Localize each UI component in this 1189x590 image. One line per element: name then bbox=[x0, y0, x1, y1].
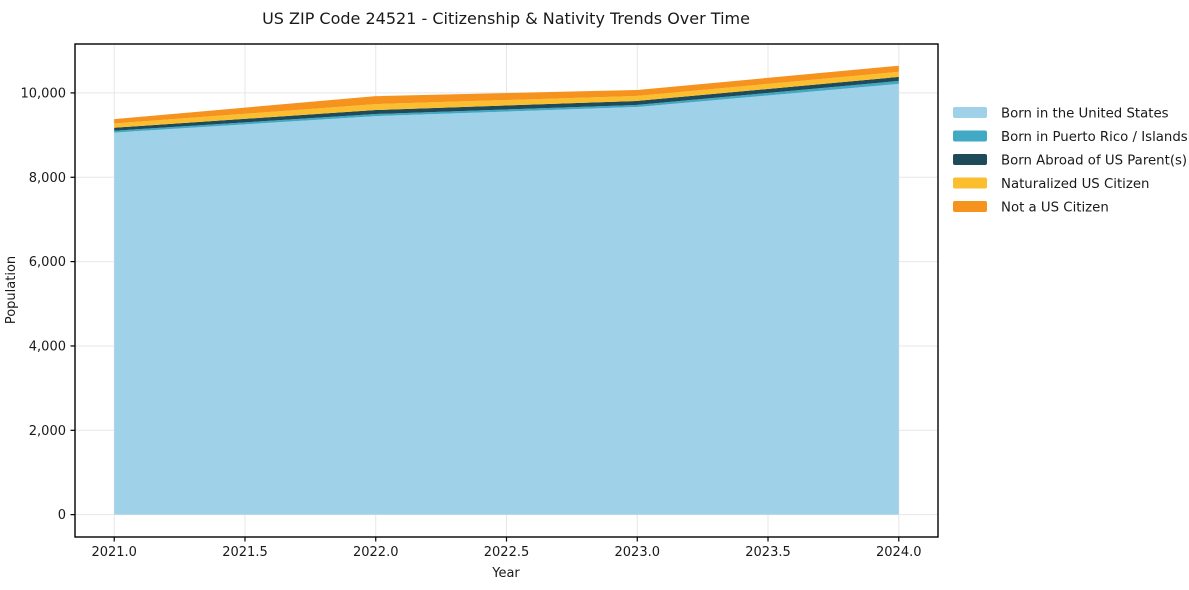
y-tick-label: 8,000 bbox=[29, 171, 66, 186]
legend-item: Born in Puerto Rico / Islands bbox=[953, 130, 1188, 145]
legend-item: Not a US Citizen bbox=[953, 201, 1109, 216]
legend-label: Naturalized US Citizen bbox=[1001, 177, 1149, 192]
chart-title: US ZIP Code 24521 - Citizenship & Nativi… bbox=[262, 9, 750, 28]
area-series-not-a-us-citizen bbox=[114, 65, 899, 124]
legend-item: Born Abroad of US Parent(s) bbox=[953, 154, 1187, 169]
legend-label: Born in the United States bbox=[1001, 107, 1169, 122]
x-axis-label: Year bbox=[491, 566, 520, 581]
legend-label: Born in Puerto Rico / Islands bbox=[1001, 130, 1188, 145]
legend-item: Born in the United States bbox=[953, 107, 1169, 122]
area-series-born-in-the-united-states bbox=[114, 83, 899, 515]
area-series-naturalized-us-citizen bbox=[114, 71, 899, 128]
legend-swatch bbox=[953, 177, 987, 189]
x-tick-label: 2021.5 bbox=[222, 545, 268, 560]
x-tick-label: 2023.0 bbox=[615, 545, 661, 560]
legend-item: Naturalized US Citizen bbox=[953, 177, 1149, 192]
legend-swatch bbox=[953, 201, 987, 212]
area-layer bbox=[114, 65, 899, 515]
tick-layer: 2021.0 2021.5 2022.0 2022.5 2023.0 2023.5 2024… bbox=[21, 86, 922, 560]
legend-label: Born Abroad of US Parent(s) bbox=[1001, 154, 1187, 169]
x-tick-label: 2022.0 bbox=[353, 545, 399, 560]
y-tick-label: 4,000 bbox=[29, 339, 66, 354]
x-tick-label: 2021.0 bbox=[91, 545, 137, 560]
area-series-born-in-puerto-rico-islands bbox=[114, 80, 899, 133]
y-axis-label: Population bbox=[4, 256, 19, 324]
area-series-born-abroad-of-us-parent-s- bbox=[114, 76, 899, 131]
y-tick-label: 10,000 bbox=[21, 86, 67, 101]
x-tick-label: 2022.5 bbox=[484, 545, 530, 560]
y-tick-label: 6,000 bbox=[29, 255, 66, 270]
x-tick-label: 2024.0 bbox=[876, 545, 922, 560]
legend-swatch bbox=[953, 154, 987, 165]
x-tick-label: 2023.5 bbox=[745, 545, 791, 560]
legend-swatch bbox=[953, 107, 987, 118]
legend-label: Not a US Citizen bbox=[1001, 201, 1109, 216]
legend-swatch bbox=[953, 130, 987, 142]
legend: Born in the United States Born in Puerto … bbox=[953, 107, 1188, 216]
y-tick-label: 0 bbox=[58, 508, 66, 523]
y-tick-label: 2,000 bbox=[29, 424, 66, 439]
